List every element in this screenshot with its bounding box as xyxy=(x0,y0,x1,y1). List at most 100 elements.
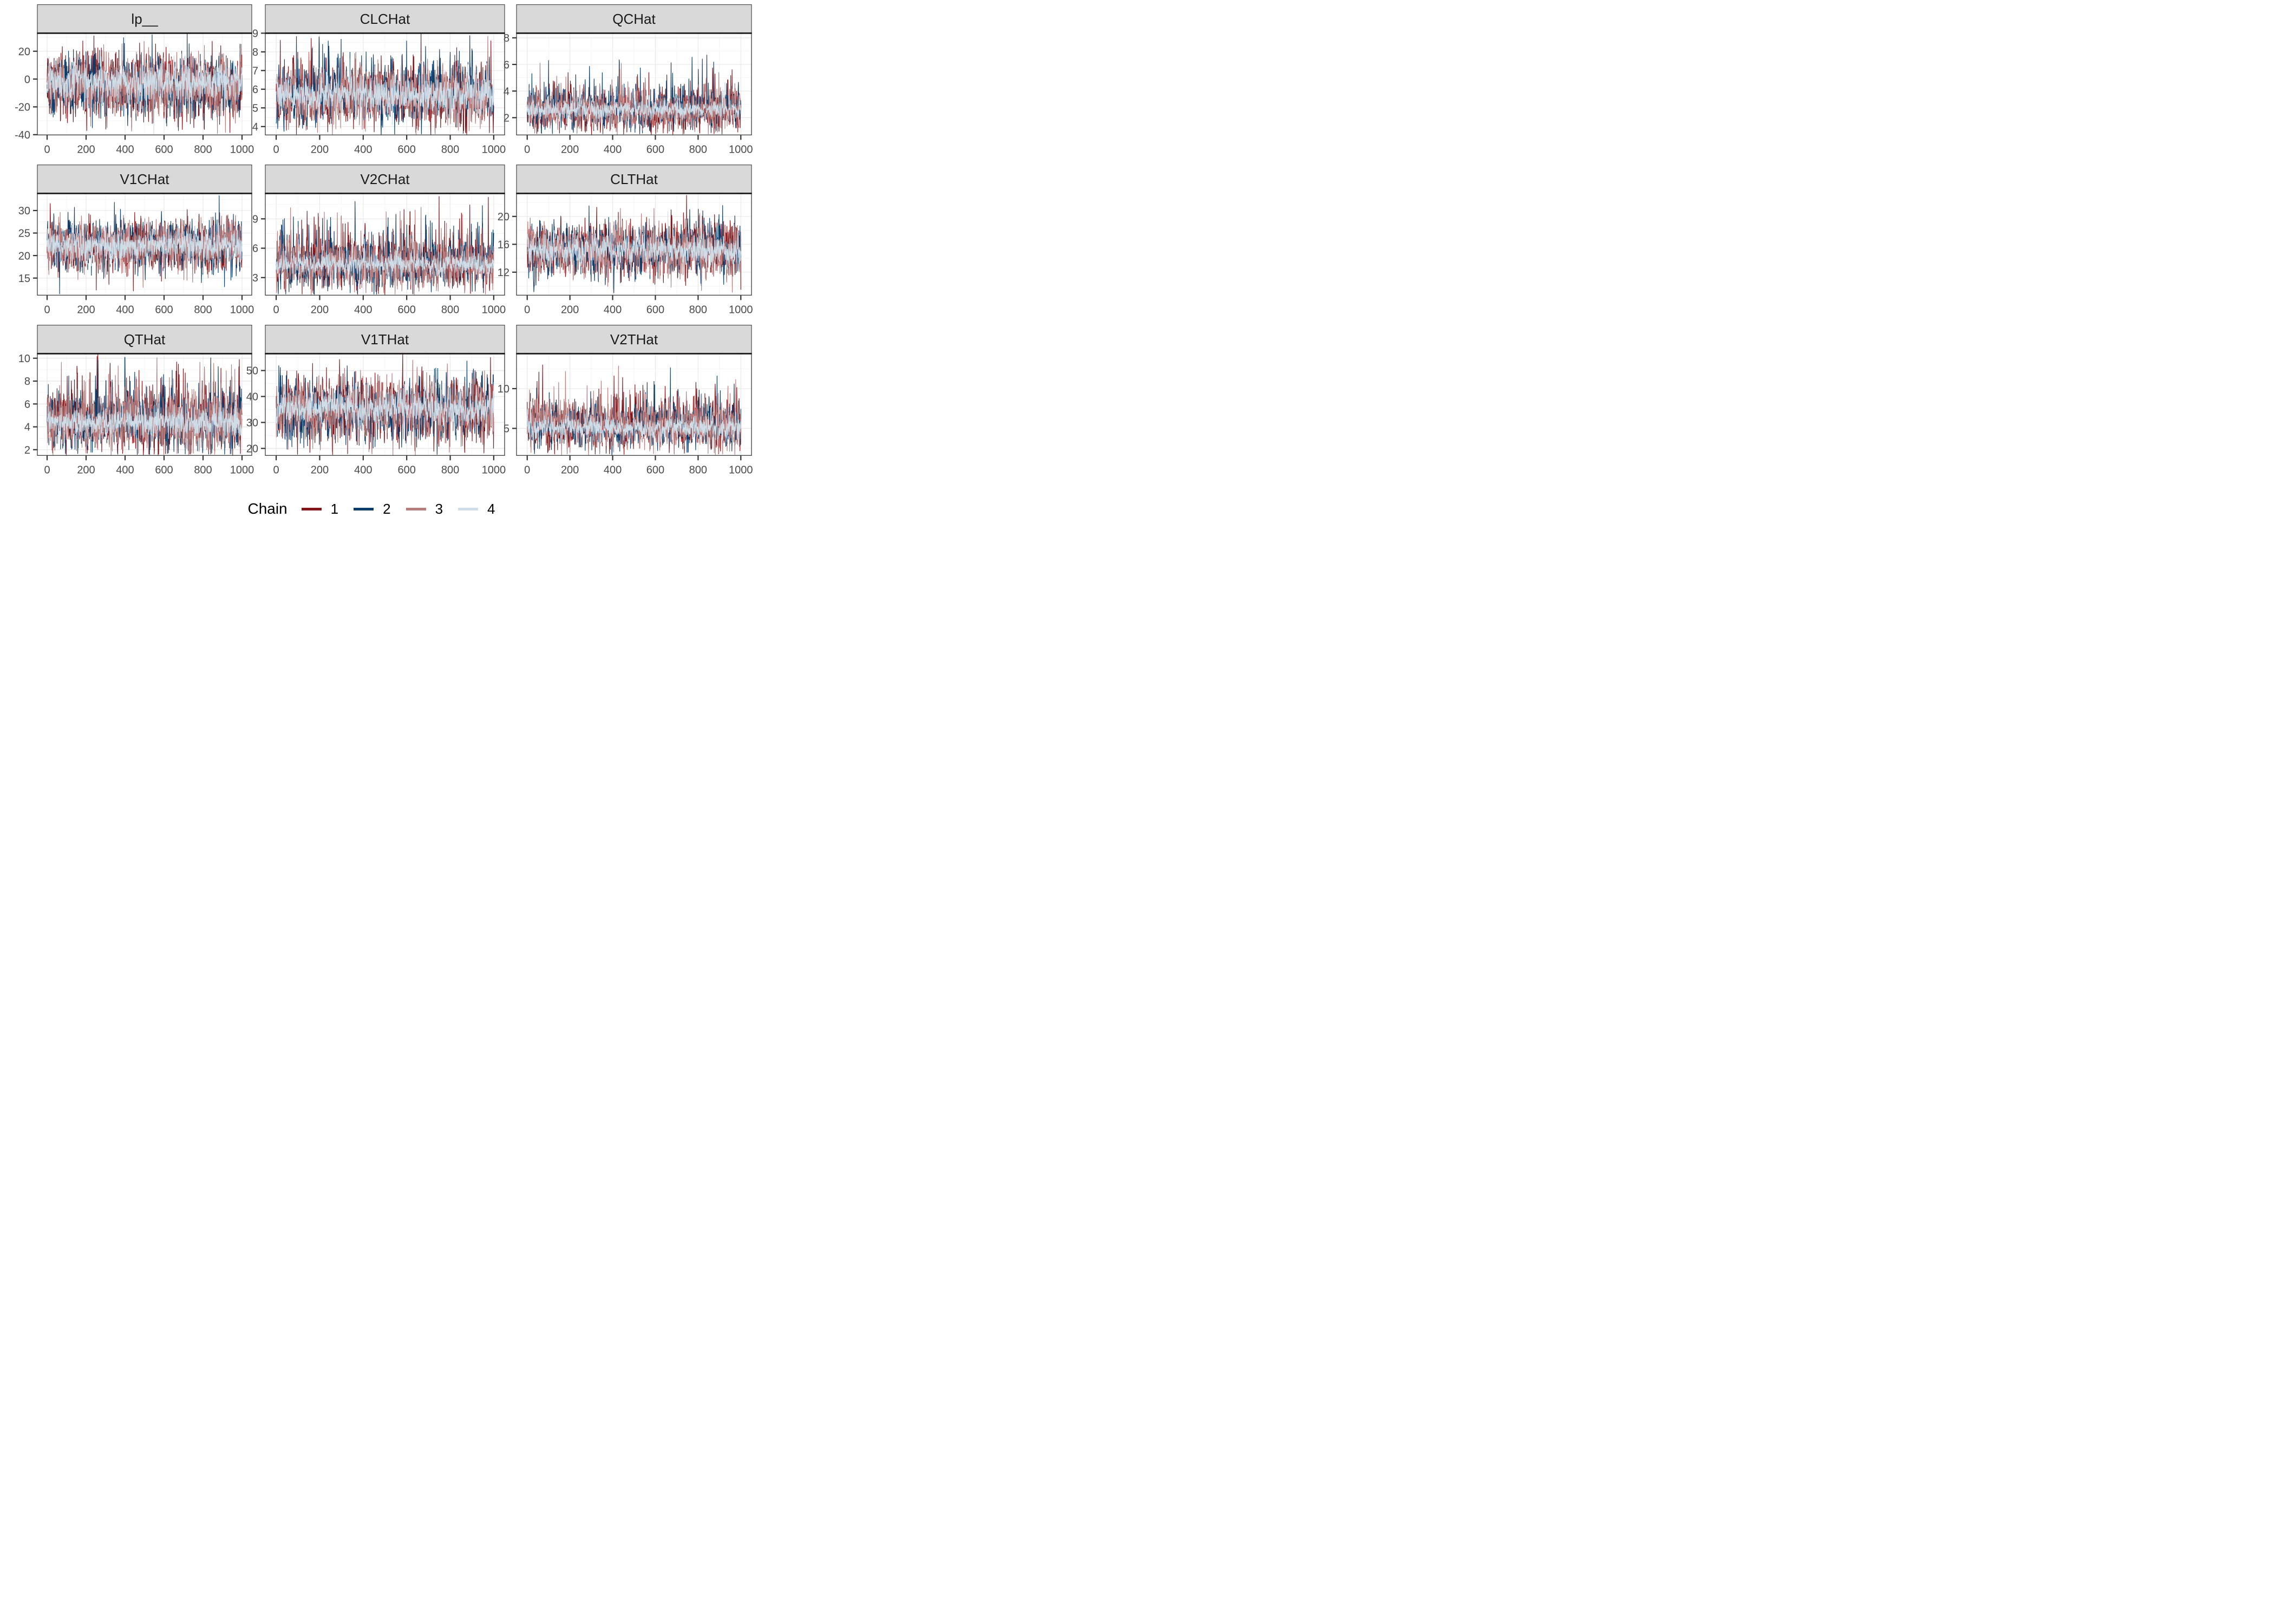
x-tick-label: 200 xyxy=(77,143,95,155)
x-axis: 0 200 400 600 800 1000 xyxy=(524,295,753,316)
trace-chain-3 xyxy=(276,36,494,135)
y-tick-label: 4 xyxy=(252,121,258,133)
x-tick-label: 400 xyxy=(116,304,134,316)
y-tick-label: 20 xyxy=(18,250,30,262)
chain-legend: Chain 1 2 3 4 xyxy=(0,500,758,518)
trace-lines xyxy=(47,354,243,455)
trace-chain-4 xyxy=(47,54,243,134)
x-tick-label: 600 xyxy=(155,143,173,155)
y-tick-label: 40 xyxy=(246,391,258,403)
y-tick-label: 0 xyxy=(24,74,30,86)
x-tick-label: 600 xyxy=(646,304,664,316)
facet-title: V1CHat xyxy=(120,171,169,187)
x-tick-label: 400 xyxy=(604,304,622,316)
trace-chain-4 xyxy=(527,401,741,446)
facet-plot-CLCHat: CLCHat 9 8 7 6 5 4 0 200 400 600 800 1000 xyxy=(252,4,506,155)
x-tick-label: 200 xyxy=(311,143,329,155)
x-tick-label: 800 xyxy=(194,464,212,476)
x-tick-label: 800 xyxy=(689,464,707,476)
x-axis: 0 200 400 600 800 1000 xyxy=(44,455,254,476)
x-tick-label: 1000 xyxy=(482,464,506,476)
trace-chain-3 xyxy=(276,207,494,296)
x-tick-label: 1000 xyxy=(482,143,506,155)
trace-lines xyxy=(527,55,741,135)
x-tick-label: 600 xyxy=(646,464,664,476)
x-tick-label: 200 xyxy=(561,304,579,316)
facet-plot-V1CHat: V1CHat 30 25 20 15 0 200 400 600 800 1000 xyxy=(18,165,254,316)
x-tick-label: 0 xyxy=(273,464,279,476)
legend-entry-chain-2: 2 xyxy=(354,501,391,518)
y-tick-label: 7 xyxy=(252,65,258,77)
x-tick-label: 200 xyxy=(311,464,329,476)
facet-title: V2CHat xyxy=(360,171,410,187)
facet-title: CLCHat xyxy=(360,11,410,27)
x-tick-label: 600 xyxy=(397,464,415,476)
x-tick-label: 400 xyxy=(354,143,372,155)
facet-V1THat: V1THat 50 40 30 20 0 200 400 600 800 1000 xyxy=(246,325,506,476)
x-tick-label: 600 xyxy=(155,464,173,476)
x-tick-label: 600 xyxy=(155,304,173,316)
y-tick-label: -20 xyxy=(15,102,30,114)
x-axis: 0 200 400 600 800 1000 xyxy=(273,135,506,155)
facet-plot-V2THat: V2THat 10 5 0 200 400 600 800 1000 xyxy=(498,325,753,476)
x-tick-label: 200 xyxy=(561,143,579,155)
y-axis: 20 16 12 xyxy=(498,211,517,279)
y-tick-label: 50 xyxy=(246,365,258,377)
y-axis: 30 25 20 15 xyxy=(18,205,37,285)
trace-lines xyxy=(47,195,243,294)
y-tick-label: 30 xyxy=(18,205,30,217)
chain-2-color-swatch xyxy=(354,507,374,510)
trace-lines xyxy=(276,33,494,135)
x-tick-label: 0 xyxy=(273,304,279,316)
facet-strip xyxy=(37,325,252,354)
strip-underline xyxy=(516,32,752,34)
facet-title: CLTHat xyxy=(610,171,658,187)
facet-strip xyxy=(37,4,252,34)
y-axis: 10 5 xyxy=(498,383,517,435)
facet-CLCHat: CLCHat 9 8 7 6 5 4 0 200 400 600 800 1000 xyxy=(252,4,506,155)
trace-chain-3 xyxy=(276,359,494,456)
facet-V2THat: V2THat 10 5 0 200 400 600 800 1000 xyxy=(498,325,758,476)
x-tick-label: 200 xyxy=(77,464,95,476)
facet-title: V2THat xyxy=(610,331,658,348)
x-axis: 0 200 400 600 800 1000 xyxy=(273,455,506,476)
y-tick-label: 25 xyxy=(18,228,30,240)
x-tick-label: 0 xyxy=(524,464,530,476)
x-tick-label: 0 xyxy=(44,464,50,476)
x-tick-label: 1000 xyxy=(729,304,753,316)
facet-V2CHat: V2CHat 9 6 3 0 200 400 600 800 1000 xyxy=(252,165,506,316)
facet-title: QTHat xyxy=(124,331,166,348)
x-tick-label: 1000 xyxy=(729,464,753,476)
y-tick-label: 3 xyxy=(252,272,258,284)
y-axis: 50 40 30 20 xyxy=(246,365,265,455)
trace-lines xyxy=(47,34,243,134)
x-tick-label: 0 xyxy=(44,143,50,155)
y-tick-label: 6 xyxy=(24,398,30,410)
y-tick-label: 8 xyxy=(504,32,509,44)
y-tick-label: 16 xyxy=(498,239,509,251)
facet-QCHat: QCHat 8 6 4 2 0 200 400 600 800 1000 xyxy=(504,4,758,155)
x-tick-label: 0 xyxy=(273,143,279,155)
facet-strip xyxy=(265,4,505,34)
x-tick-label: 800 xyxy=(194,304,212,316)
x-axis: 0 200 400 600 800 1000 xyxy=(44,135,254,155)
x-tick-label: 1000 xyxy=(729,143,753,155)
facet-plot-QCHat: QCHat 8 6 4 2 0 200 400 600 800 1000 xyxy=(504,4,753,155)
strip-underline xyxy=(37,352,252,355)
x-tick-label: 400 xyxy=(116,464,134,476)
x-tick-label: 1000 xyxy=(230,304,254,316)
x-tick-label: 800 xyxy=(689,143,707,155)
y-tick-label: 8 xyxy=(252,47,258,58)
trace-chain-4 xyxy=(527,82,741,125)
y-tick-label: 10 xyxy=(18,353,30,365)
x-tick-label: 0 xyxy=(524,143,530,155)
x-axis: 0 200 400 600 800 1000 xyxy=(44,295,254,316)
facet-plot-QTHat: QTHat 10 8 6 4 2 0 200 400 600 800 1000 xyxy=(18,325,254,476)
y-tick-label: 6 xyxy=(252,84,258,96)
chain-4-color-swatch xyxy=(458,507,479,510)
trace-chain-4 xyxy=(276,58,494,125)
x-tick-label: 1000 xyxy=(230,464,254,476)
trace-chain-4 xyxy=(276,238,494,282)
strip-underline xyxy=(265,192,505,194)
